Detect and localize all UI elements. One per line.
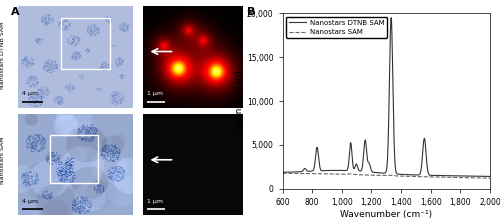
Text: B: B: [248, 7, 256, 17]
Text: 1 μm: 1 μm: [146, 91, 162, 96]
Text: Nanostars SAM: Nanostars SAM: [0, 136, 5, 184]
Nanostars DTNB SAM: [388, 16, 394, 19]
Text: 1 μm: 1 μm: [146, 199, 162, 204]
Line: Nanostars DTNB SAM: Nanostars DTNB SAM: [282, 18, 490, 176]
Nanostars DTNB SAM: [487, 175, 493, 178]
Bar: [61, 18, 110, 69]
Text: Nanostars DTNB SAM: Nanostars DTNB SAM: [0, 22, 5, 89]
Legend: Nanostars DTNB SAM, Nanostars SAM: Nanostars DTNB SAM, Nanostars SAM: [286, 17, 387, 38]
Text: 4 μm: 4 μm: [22, 91, 38, 96]
Nanostars DTNB SAM: [303, 168, 309, 171]
Nanostars DTNB SAM: [359, 167, 365, 170]
Nanostars SAM: [280, 172, 285, 175]
Nanostars SAM: [483, 177, 489, 179]
Y-axis label: Intensity (au): Intensity (au): [235, 71, 244, 131]
Nanostars SAM: [303, 172, 309, 175]
Text: 4 μm: 4 μm: [22, 199, 38, 204]
Nanostars DTNB SAM: [460, 175, 466, 177]
X-axis label: Wavenumber (cm⁻¹): Wavenumber (cm⁻¹): [340, 210, 432, 218]
Nanostars SAM: [316, 172, 322, 175]
Text: A: A: [11, 7, 20, 17]
Nanostars SAM: [460, 176, 466, 179]
Nanostars SAM: [487, 177, 493, 180]
Nanostars SAM: [368, 174, 374, 176]
Nanostars DTNB SAM: [368, 168, 374, 171]
Nanostars DTNB SAM: [483, 175, 489, 178]
Line: Nanostars SAM: Nanostars SAM: [282, 173, 490, 178]
Nanostars DTNB SAM: [316, 155, 322, 158]
Nanostars DTNB SAM: [280, 171, 285, 174]
Bar: [50, 135, 98, 183]
Nanostars SAM: [359, 174, 365, 176]
